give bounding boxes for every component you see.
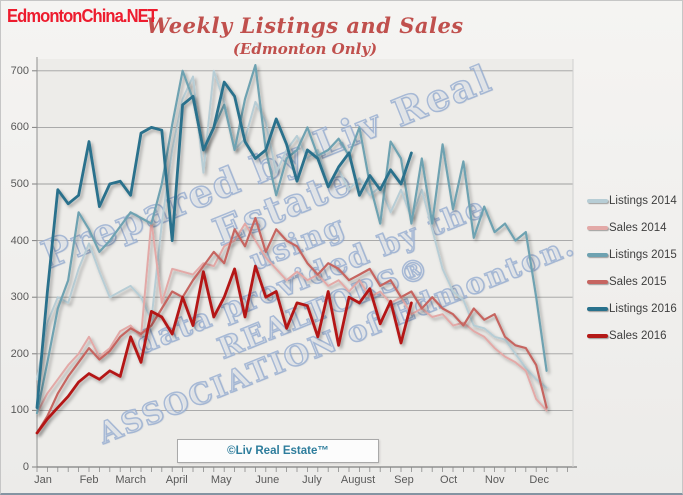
x-tick-label-oct: Oct bbox=[440, 474, 458, 486]
x-tick-label-august: August bbox=[340, 474, 376, 486]
y-tick-label: 600 bbox=[10, 121, 29, 134]
x-tick-label-may: May bbox=[210, 474, 232, 486]
legend-item-listings-2014[interactable]: Listings 2014 bbox=[587, 187, 677, 214]
y-tick-label: 300 bbox=[10, 291, 29, 304]
legend-swatch-icon bbox=[587, 333, 608, 338]
legend-label: Sales 2016 bbox=[609, 329, 667, 342]
x-tick-label-dec: Dec bbox=[529, 474, 549, 486]
legend-label: Listings 2014 bbox=[609, 194, 677, 207]
legend-item-sales-2015[interactable]: Sales 2015 bbox=[587, 268, 677, 295]
legend-swatch-icon bbox=[587, 279, 608, 284]
y-tick-label: 700 bbox=[10, 64, 29, 77]
legend-item-sales-2014[interactable]: Sales 2014 bbox=[587, 214, 677, 241]
legend-label: Listings 2015 bbox=[609, 248, 677, 261]
y-tick-label: 200 bbox=[10, 347, 29, 360]
y-tick-label: 400 bbox=[10, 234, 29, 247]
x-tick-label-nov: Nov bbox=[484, 474, 505, 486]
x-tick-label-june: June bbox=[255, 474, 280, 486]
legend-swatch-icon bbox=[587, 198, 608, 203]
chart-subtitle: (Edmonton Only) bbox=[232, 40, 378, 58]
legend-swatch-icon bbox=[587, 225, 608, 230]
legend-swatch-icon bbox=[587, 252, 608, 257]
y-tick-label: 100 bbox=[10, 404, 29, 417]
x-tick-label-sep: Sep bbox=[394, 474, 414, 486]
legend-swatch-icon bbox=[587, 306, 608, 311]
legend-item-sales-2016[interactable]: Sales 2016 bbox=[587, 322, 677, 349]
x-tick-label-march: March bbox=[115, 474, 146, 486]
x-tick-label-july: July bbox=[302, 474, 322, 486]
x-tick-label-jan: Jan bbox=[34, 474, 52, 486]
y-tick-label: 500 bbox=[10, 178, 29, 190]
series-line bbox=[36, 69, 548, 389]
legend-label: Listings 2016 bbox=[609, 302, 677, 315]
x-tick-label-feb: Feb bbox=[79, 474, 99, 486]
liv-real-estate-badge: ©Liv Real Estate™ bbox=[177, 439, 379, 463]
series-line bbox=[35, 63, 548, 415]
legend-label: Sales 2014 bbox=[609, 221, 667, 234]
x-tick-label-april: April bbox=[165, 474, 188, 486]
chart-title: Weekly Listings and Sales bbox=[146, 13, 464, 38]
series-line bbox=[35, 264, 413, 435]
series-line bbox=[35, 80, 413, 410]
legend-item-listings-2016[interactable]: Listings 2016 bbox=[587, 295, 677, 322]
site-watermark-brand: EdmontonChina.NET bbox=[7, 6, 158, 26]
series-line bbox=[35, 216, 548, 435]
legend: Listings 2014 Sales 2014 Listings 2015 Sale… bbox=[587, 187, 677, 349]
y-tick-label: 0 bbox=[22, 461, 29, 473]
legend-item-listings-2015[interactable]: Listings 2015 bbox=[587, 241, 677, 268]
legend-label: Sales 2015 bbox=[609, 275, 667, 288]
